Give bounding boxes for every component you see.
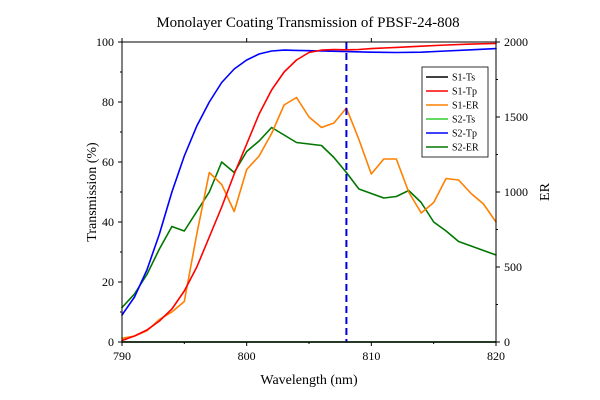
- legend: S1-Ts S1-Tp S1-ER S2-Ts S2-Tp S2-ER: [421, 66, 489, 158]
- y2-tick-label: 1000: [504, 185, 528, 199]
- series-line-s2-er: [121, 126, 497, 309]
- chart-title: Monolayer Coating Transmission of PBSF-2…: [156, 15, 459, 31]
- y2-tick-label: 0: [504, 335, 510, 349]
- y2-tick-label: 500: [504, 260, 522, 274]
- legend-label: S1-ER: [452, 101, 479, 112]
- series-line-s1-tp: [121, 42, 497, 342]
- y2-axis-title: ER: [538, 182, 553, 201]
- y-tick-label: 60: [102, 155, 114, 169]
- x-tick-label: 790: [113, 349, 131, 363]
- legend-label: S2-ER: [452, 143, 479, 154]
- x-tick-label: 820: [487, 349, 505, 363]
- y2-tick-label: 2000: [504, 35, 528, 49]
- legend-label: S2-Tp: [452, 129, 477, 140]
- x-axis-title: Wavelength (nm): [260, 373, 358, 388]
- y-tick-label: 40: [102, 215, 114, 229]
- y-axis-title: Transmission (%): [85, 142, 100, 242]
- series-line-s2-tp: [121, 47, 497, 316]
- legend-label: S1-Tp: [452, 87, 477, 98]
- y-tick-label: 100: [96, 35, 114, 49]
- y2-tick-label: 1500: [504, 110, 528, 124]
- y-tick-label: 0: [108, 335, 114, 349]
- legend-label: S2-Ts: [452, 115, 475, 126]
- y-tick-label: 20: [102, 275, 114, 289]
- x-tick-label: 810: [362, 349, 380, 363]
- series-line-s1-er: [121, 96, 497, 340]
- y-tick-label: 80: [102, 95, 114, 109]
- x-tick-label: 800: [238, 349, 256, 363]
- legend-box: [421, 66, 489, 158]
- legend-label: S1-Ts: [452, 73, 475, 84]
